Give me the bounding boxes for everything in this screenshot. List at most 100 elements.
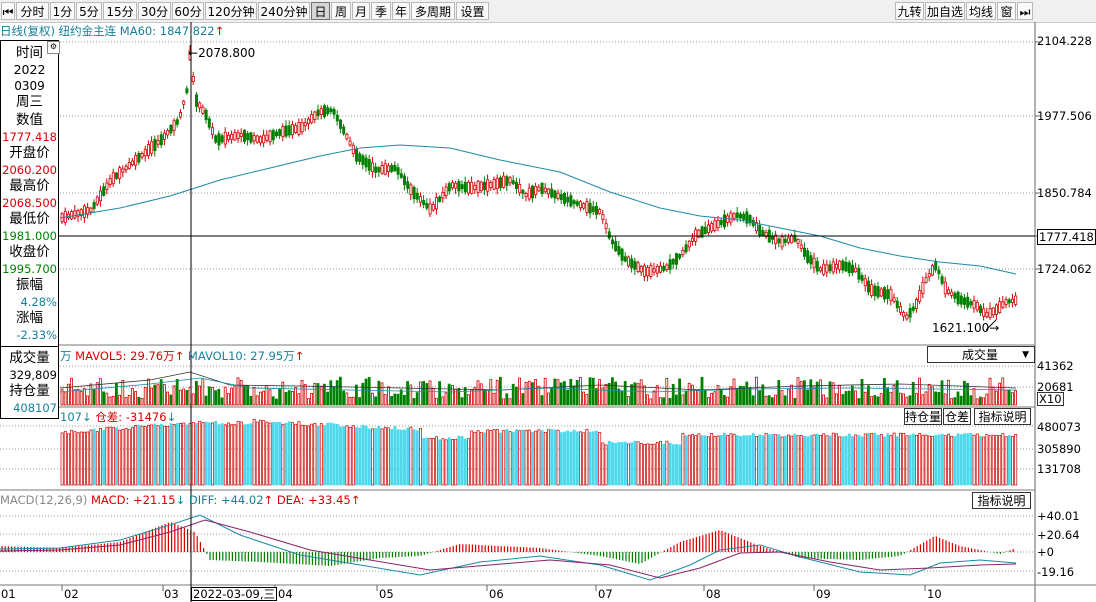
tab-30min[interactable]: 30分 [138, 2, 171, 20]
candle-body [572, 200, 576, 205]
jiuzhuan-button[interactable]: 九转 [895, 2, 924, 20]
tab-multi-period[interactable]: 多周期 [411, 2, 455, 20]
volume-bar [258, 391, 262, 406]
tab-year[interactable]: 年 [392, 2, 410, 20]
tab-quarter[interactable]: 季 [371, 2, 391, 20]
volume-bar [905, 396, 909, 406]
candle-body [306, 118, 310, 125]
settings-button[interactable]: 设置 [456, 2, 489, 20]
oi-bar [691, 433, 694, 486]
indicator-dropdown[interactable]: 成交量 ▼ [927, 346, 1035, 363]
volume-bar [108, 396, 112, 406]
volume-bar [860, 379, 864, 406]
mavol10-line [59, 377, 1017, 393]
volume-bar [511, 383, 515, 406]
candle-body [643, 265, 647, 277]
oi-bar [774, 434, 778, 486]
volume-bar [924, 391, 928, 406]
candle-body [255, 135, 259, 143]
volume-bar [524, 381, 528, 406]
volume-bar [636, 383, 640, 406]
volume-bar [473, 387, 477, 406]
volume-bar [863, 391, 867, 406]
tab-60min[interactable]: 60分 [172, 2, 204, 20]
candle-body [755, 222, 759, 232]
oi-bar [895, 436, 899, 486]
candle-body [1011, 298, 1015, 303]
toolbar-first-button[interactable]: ⏮ [1, 2, 15, 20]
candle-body [127, 162, 131, 169]
tab-fenshi[interactable]: 分时 [16, 2, 49, 20]
candle-body [799, 244, 803, 250]
oi-bar [700, 435, 704, 486]
candle-body [134, 155, 138, 166]
volume-bar [710, 392, 713, 406]
oi-bar [313, 423, 317, 486]
volume-bar [780, 390, 784, 406]
oi-bar [230, 424, 234, 486]
ma-lines-button[interactable]: 均线 [966, 2, 996, 20]
candle-body [966, 296, 970, 308]
candle-body [649, 265, 653, 277]
candle-body [617, 246, 621, 255]
tab-1min[interactable]: 1分 [50, 2, 75, 20]
oi-diff-button[interactable]: 仓差 [943, 408, 971, 425]
oi-bar [998, 435, 1002, 486]
add-watchlist-button[interactable]: 加自选 [925, 2, 965, 20]
candle-body [431, 204, 435, 211]
oi-bar [796, 435, 800, 486]
volume-bar [105, 392, 109, 406]
oi-bar [521, 429, 525, 486]
oi-bar [678, 444, 682, 486]
oi-bar [870, 433, 874, 486]
candle-body [678, 254, 682, 259]
oi-bar [166, 426, 170, 486]
oi-bar [163, 425, 166, 486]
volume-bar [758, 390, 761, 406]
candle-body [675, 253, 679, 265]
tab-120min[interactable]: 120分钟 [205, 2, 257, 20]
symbol-label: 纽约金主连 [58, 24, 117, 38]
info-volume-label: 成交量 [9, 350, 50, 366]
data-info-panel: 时间 2022 0309 周三 数值 1777.418 开盘价 2060.200… [0, 40, 59, 347]
candle-body [867, 280, 871, 293]
volume-bar [950, 398, 953, 406]
candle-body [444, 186, 448, 196]
oi-button[interactable]: 持仓量 [904, 408, 942, 425]
oi-bar [454, 438, 458, 486]
panel-settings-icon[interactable]: ⚙ [47, 41, 60, 54]
tab-240min[interactable]: 240分钟 [258, 2, 310, 20]
toolbar-last-button[interactable]: ⏭ [1017, 2, 1033, 20]
candle-body [489, 182, 493, 188]
oi-bar [89, 429, 93, 486]
tab-week[interactable]: 周 [331, 2, 351, 20]
volume-bar [194, 380, 198, 406]
macd-value: MACD: +21.15 [91, 493, 176, 507]
oi-bar [243, 424, 246, 486]
info-change-label: 涨幅 [16, 310, 43, 326]
tab-month[interactable]: 月 [352, 2, 370, 20]
volume-bar [588, 377, 592, 406]
price-axis-label: 1724.062 [1037, 262, 1092, 276]
tab-day[interactable]: 日 [311, 2, 330, 20]
indicator-lines [0, 144, 1017, 581]
volume-bar [918, 377, 921, 406]
oi-bar [934, 434, 938, 486]
oi-bar [687, 434, 691, 486]
volume-bar [374, 396, 378, 406]
info-low: 1981.000 [2, 229, 57, 243]
window-button[interactable]: 窗 [997, 2, 1016, 20]
x-axis-label: 10 [927, 587, 942, 601]
tab-5min[interactable]: 5分 [76, 2, 102, 20]
candle-body [895, 300, 899, 309]
oi-bar [963, 433, 966, 486]
candle-body [582, 203, 586, 209]
oi-bar [633, 440, 637, 486]
macd-axis-label: +20.64 [1037, 528, 1080, 542]
tab-15min[interactable]: 15分 [103, 2, 137, 20]
oi-help-button[interactable]: 指标说明 [974, 408, 1031, 425]
macd-help-button[interactable]: 指标说明 [972, 492, 1031, 509]
candle-body [143, 149, 147, 157]
candle-body [553, 190, 557, 199]
